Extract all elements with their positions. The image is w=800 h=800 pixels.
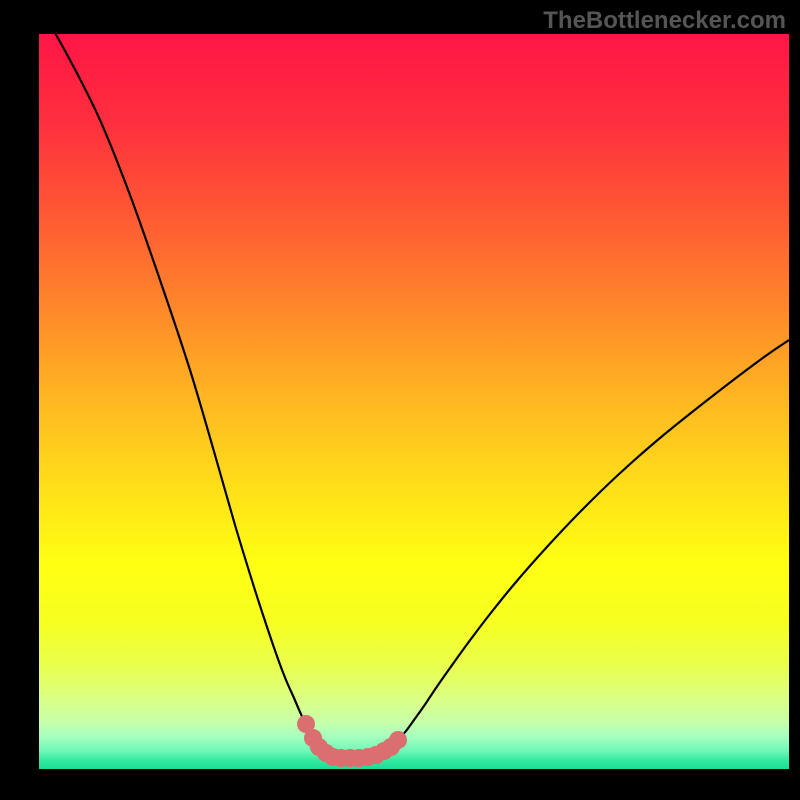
curve-markers-group [39,34,789,769]
watermark-text: TheBottlenecker.com [543,7,786,35]
chart-root: { "canvas": { "width": 800, "height": 80… [0,0,800,800]
curve-marker [389,731,407,749]
plot-area [39,34,789,769]
